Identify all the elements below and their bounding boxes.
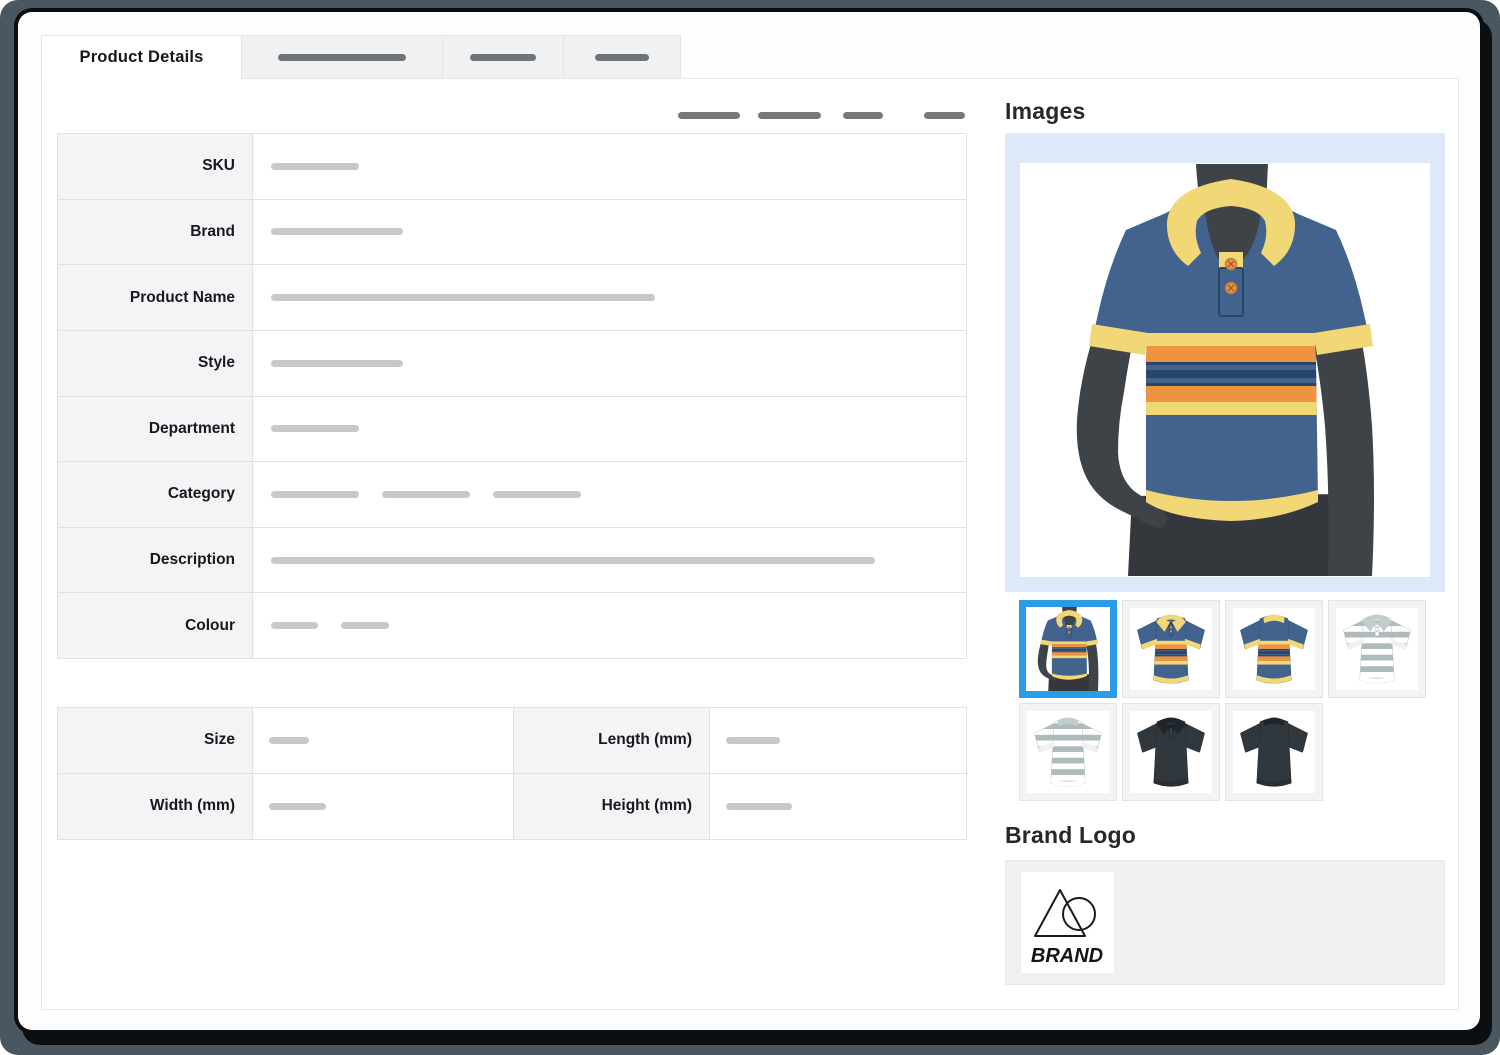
value-placeholder xyxy=(271,162,359,170)
field-label: Description xyxy=(58,527,253,593)
product-details-form: SKU Brand Product Name Style Department … xyxy=(57,133,967,659)
thumbnail-6[interactable] xyxy=(1122,703,1220,801)
toolbar-action-placeholder-1[interactable] xyxy=(678,112,740,119)
polo-front-striped-thumb xyxy=(1336,608,1418,690)
main-product-image[interactable] xyxy=(1020,163,1430,577)
thumbnail-grid xyxy=(1019,600,1426,801)
brand-field[interactable] xyxy=(253,200,966,265)
value-placeholder xyxy=(271,490,359,498)
value-placeholder xyxy=(726,736,780,744)
thumbnail-5[interactable] xyxy=(1019,703,1117,801)
product-name-field[interactable] xyxy=(253,265,966,330)
tab-placeholder-3[interactable] xyxy=(563,35,681,79)
brand-logo-panel: BRAND xyxy=(1005,860,1445,985)
tab-product-details[interactable]: Product Details xyxy=(41,35,242,79)
value-placeholder xyxy=(269,802,326,810)
field-label: Brand xyxy=(58,199,253,265)
tab-bar: Product Details xyxy=(41,35,681,79)
thumbnail-7[interactable] xyxy=(1225,703,1323,801)
polo-on-mannequin-thumb xyxy=(1026,607,1110,691)
value-placeholder xyxy=(341,622,389,630)
brand-logo-heading: Brand Logo xyxy=(1005,822,1137,848)
size-field[interactable] xyxy=(253,708,514,774)
width-field[interactable] xyxy=(253,773,514,839)
form-row-category: Category xyxy=(58,461,966,527)
field-label: Colour xyxy=(58,593,253,658)
value-placeholder xyxy=(269,736,309,744)
tab-placeholder-2[interactable] xyxy=(442,35,564,79)
field-label: Category xyxy=(58,462,253,527)
value-placeholder xyxy=(382,490,470,498)
thumbnail-2[interactable] xyxy=(1122,600,1220,698)
style-field[interactable] xyxy=(253,331,966,396)
field-label: Width (mm) xyxy=(58,773,253,839)
field-label: Product Name xyxy=(58,265,253,330)
toolbar-action-placeholder-2[interactable] xyxy=(758,112,821,119)
department-field[interactable] xyxy=(253,397,966,462)
value-placeholder xyxy=(271,294,655,302)
form-row-department: Department xyxy=(58,395,966,462)
height-field[interactable] xyxy=(710,774,968,840)
polo-front-dark-thumb xyxy=(1130,711,1212,793)
polo-back-striped-thumb xyxy=(1027,711,1109,793)
sku-field[interactable] xyxy=(253,134,966,199)
brand-logo-mark: BRAND xyxy=(1031,889,1103,967)
value-placeholder xyxy=(493,490,581,498)
value-placeholder xyxy=(271,622,318,630)
brand-logo[interactable]: BRAND xyxy=(1021,872,1114,973)
thumbnail-1-selected[interactable] xyxy=(1019,600,1117,698)
dimensions-form: Size Length (mm) Width (mm) Height (mm) xyxy=(57,707,968,840)
field-label: Height (mm) xyxy=(514,773,710,839)
field-label: Length (mm) xyxy=(514,708,710,774)
polo-on-mannequin-illustration xyxy=(1020,163,1430,577)
toolbar-action-placeholder-3[interactable] xyxy=(843,112,883,119)
description-field[interactable] xyxy=(253,528,966,593)
polo-back-blue-thumb xyxy=(1233,608,1315,690)
thumbnail-4[interactable] xyxy=(1328,600,1426,698)
value-placeholder xyxy=(726,802,792,810)
tab-placeholder-bar xyxy=(278,53,406,61)
tab-placeholder-bar xyxy=(470,53,536,61)
value-placeholder xyxy=(271,556,875,564)
form-row-colour: Colour xyxy=(58,592,966,658)
value-placeholder xyxy=(271,359,403,367)
form-row-brand: Brand xyxy=(58,198,966,265)
field-label: SKU xyxy=(58,134,253,199)
tab-placeholder-bar xyxy=(595,53,649,61)
value-placeholder xyxy=(271,425,359,433)
form-row-product-name: Product Name xyxy=(58,264,966,330)
colour-field[interactable] xyxy=(253,593,966,658)
field-label: Size xyxy=(58,708,253,774)
field-label: Style xyxy=(58,330,253,396)
form-row-description: Description xyxy=(58,526,966,593)
field-label: Department xyxy=(58,396,253,462)
svg-text:BRAND: BRAND xyxy=(1031,945,1103,967)
tab-placeholder-1[interactable] xyxy=(241,35,443,79)
window-card: Product Details SKU Brand xyxy=(18,12,1480,1030)
form-row-sku: SKU xyxy=(58,134,966,199)
form-row-style: Style xyxy=(58,329,966,396)
image-preview-panel xyxy=(1005,133,1445,592)
category-field[interactable] xyxy=(253,462,966,527)
polo-back-dark-thumb xyxy=(1233,711,1315,793)
polo-front-blue-thumb xyxy=(1130,608,1212,690)
images-heading: Images xyxy=(1005,98,1086,124)
toolbar-action-placeholder-4[interactable] xyxy=(924,112,965,119)
length-field[interactable] xyxy=(710,708,968,774)
value-placeholder xyxy=(271,228,403,236)
thumbnail-3[interactable] xyxy=(1225,600,1323,698)
